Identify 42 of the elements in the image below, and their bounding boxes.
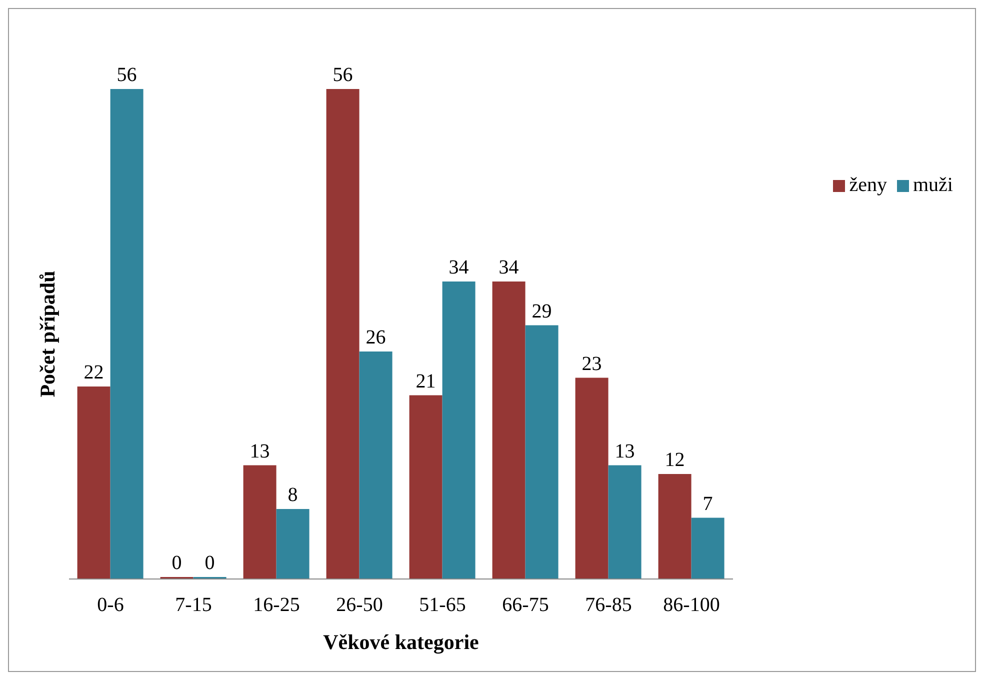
x-tick-label: 66-75 bbox=[502, 594, 549, 616]
bar bbox=[276, 509, 310, 579]
data-label: 0 bbox=[204, 552, 215, 574]
y-axis-title: Počet případů bbox=[35, 270, 60, 398]
bar bbox=[243, 465, 276, 579]
data-label: 56 bbox=[332, 64, 353, 86]
legend-label: muži bbox=[913, 174, 953, 196]
bar bbox=[608, 465, 642, 579]
data-label: 26 bbox=[366, 326, 386, 348]
bar bbox=[359, 352, 392, 579]
x-axis-title: Věkové kategorie bbox=[323, 630, 479, 654]
bar bbox=[658, 474, 692, 579]
data-label: 23 bbox=[582, 352, 602, 375]
bar bbox=[442, 282, 476, 579]
x-tick-label: 76-85 bbox=[585, 594, 632, 616]
bar bbox=[77, 386, 110, 579]
bar bbox=[575, 378, 608, 579]
bar bbox=[492, 282, 526, 579]
x-tick-label: 16-25 bbox=[253, 594, 300, 616]
data-label: 34 bbox=[448, 256, 469, 278]
data-label: 29 bbox=[532, 300, 552, 322]
x-tick-label: 7-15 bbox=[175, 594, 212, 616]
data-label: 13 bbox=[250, 440, 270, 462]
bar bbox=[326, 89, 360, 579]
data-label: 13 bbox=[614, 440, 635, 462]
data-label: 34 bbox=[498, 256, 519, 278]
bar bbox=[409, 395, 442, 579]
x-tick-label: 86-100 bbox=[663, 594, 720, 616]
bar bbox=[110, 89, 144, 579]
data-label: 56 bbox=[116, 64, 137, 86]
x-tick-label: 51-65 bbox=[419, 594, 466, 616]
data-label: 8 bbox=[288, 484, 298, 506]
data-label: 22 bbox=[84, 362, 104, 384]
x-tick-label: 26-50 bbox=[336, 594, 383, 616]
legend-label: ženy bbox=[849, 174, 887, 196]
bar bbox=[525, 325, 558, 579]
data-label: 0 bbox=[172, 552, 182, 574]
x-tick-label: 0-6 bbox=[97, 594, 124, 616]
data-label: 21 bbox=[416, 370, 436, 392]
bar bbox=[691, 518, 724, 579]
data-label: 7 bbox=[702, 492, 713, 515]
data-label: 12 bbox=[664, 449, 685, 471]
